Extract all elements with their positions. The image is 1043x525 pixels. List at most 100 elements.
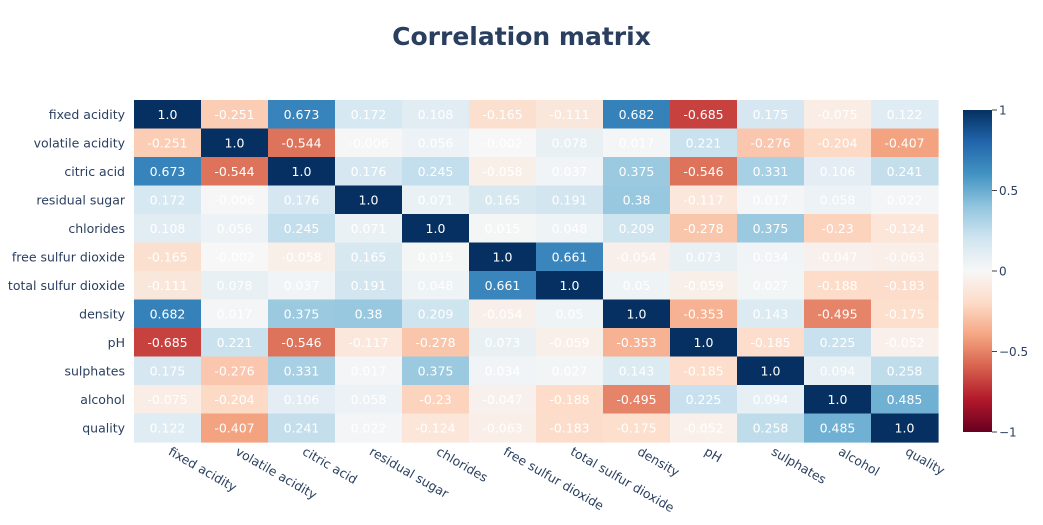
heatmap-cell [804,328,872,358]
y-tick-label: total sulfur dioxide [8,278,125,293]
heatmap-cell-label: -0.278 [683,221,723,236]
heatmap-cell [335,271,403,301]
heatmap-cell [469,328,537,358]
heatmap-cell [335,100,403,130]
x-tick-label: pH [702,444,725,466]
heatmap-cell [670,242,738,272]
colorbar: 1 0.5 0 −0.5 −1 [963,104,1028,440]
heatmap-cell-label: 0.191 [351,278,387,293]
heatmap-cell-label: 1.0 [292,164,312,179]
heatmap-cell-label: 0.143 [619,363,655,378]
heatmap-cell-label: 1.0 [761,363,781,378]
heatmap-cell [737,356,805,386]
heatmap-cell-label: 0.122 [150,420,186,435]
heatmap-cell-label: -0.002 [214,249,254,264]
heatmap-cell [804,356,872,386]
heatmap-cell [201,328,269,358]
heatmap-cell [603,214,671,244]
heatmap-cell-label: 0.241 [887,164,923,179]
heatmap-cell [737,185,805,215]
heatmap-cell [335,214,403,244]
heatmap-cell-label: -0.054 [482,306,522,321]
heatmap-cell [804,128,872,158]
heatmap-cell-label: 0.037 [284,278,320,293]
heatmap-cell-label: -0.685 [147,335,187,350]
heatmap-cell [201,242,269,272]
heatmap-cell [402,413,470,443]
heatmap-cell [871,185,939,215]
heatmap-cell-label: -0.23 [821,221,853,236]
heatmap-cell [670,413,738,443]
heatmap-cell-label: 0.682 [150,306,186,321]
heatmap-cell-label: 0.673 [284,107,320,122]
heatmap-cell-label: 0.375 [418,363,454,378]
heatmap-cell-label: 0.094 [820,363,856,378]
heatmap-cell [737,214,805,244]
heatmap-cell [737,128,805,158]
heatmap-cell-label: 0.078 [217,278,253,293]
heatmap-cell-label: -0.117 [683,192,723,207]
heatmap-cell-label: -0.407 [884,135,924,150]
heatmap-cell-label: 0.027 [552,363,588,378]
heatmap-cell-label: 0.017 [753,192,789,207]
heatmap-cell [670,271,738,301]
heatmap-cell [335,242,403,272]
heatmap-cell [804,214,872,244]
heatmap-cell-label: -0.188 [549,392,589,407]
heatmap-cell [201,157,269,187]
heatmap-cell-label: 0.058 [351,392,387,407]
heatmap-cell [603,328,671,358]
heatmap-cell-label: -0.185 [683,363,723,378]
heatmap-cell-label: -0.047 [482,392,522,407]
heatmap-cell [871,128,939,158]
heatmap-cell-label: -0.063 [884,249,924,264]
heatmap-cell-label: -0.075 [147,392,187,407]
colorbar-gradient [963,110,992,432]
heatmap-cell [670,328,738,358]
heatmap-cell-label: -0.175 [616,420,656,435]
heatmap-cell [871,385,939,415]
heatmap-cell [737,413,805,443]
heatmap-cell [804,271,872,301]
heatmap-cell [737,157,805,187]
heatmap-cell-label: -0.165 [482,107,522,122]
x-tick-label: citric acid [300,444,360,487]
heatmap-cell-label: 0.05 [556,306,584,321]
heatmap-cell [134,100,202,130]
heatmap-cell [335,413,403,443]
x-tick-label: quality [903,444,948,479]
colorbar-tick-label: 0.5 [999,184,1018,198]
heatmap-cell [469,128,537,158]
heatmap-cell-label: 0.485 [887,392,923,407]
heatmap-cell [871,100,939,130]
heatmap-cell [670,185,738,215]
heatmap-cell [469,100,537,130]
heatmap-cell-label: 0.048 [552,221,588,236]
heatmap-cell [737,242,805,272]
heatmap-cell [402,385,470,415]
heatmap-cell [201,214,269,244]
heatmap-cell-label: -0.407 [214,420,254,435]
heatmap-cell-label: 0.661 [552,249,588,264]
heatmap-cell [670,356,738,386]
heatmap-cell [268,214,336,244]
heatmap-cell [469,356,537,386]
heatmap-cell [536,413,604,443]
heatmap-cell-label: 0.241 [284,420,320,435]
heatmap-cell [536,328,604,358]
heatmap-cell [268,356,336,386]
heatmap-cell-label: 0.122 [887,107,923,122]
heatmap-cell [603,128,671,158]
heatmap-cell-label: -0.124 [884,221,924,236]
x-tick-label: sulphates [769,444,829,487]
heatmap-cell [402,185,470,215]
heatmap-cell [603,185,671,215]
heatmap-cell-label: 0.058 [820,192,856,207]
heatmap-cell [268,271,336,301]
heatmap-cell [536,185,604,215]
heatmap-cell [603,271,671,301]
heatmap-cell [871,242,939,272]
heatmap-cell-label: -0.276 [750,135,790,150]
heatmap-cell [268,100,336,130]
heatmap-cell [335,128,403,158]
